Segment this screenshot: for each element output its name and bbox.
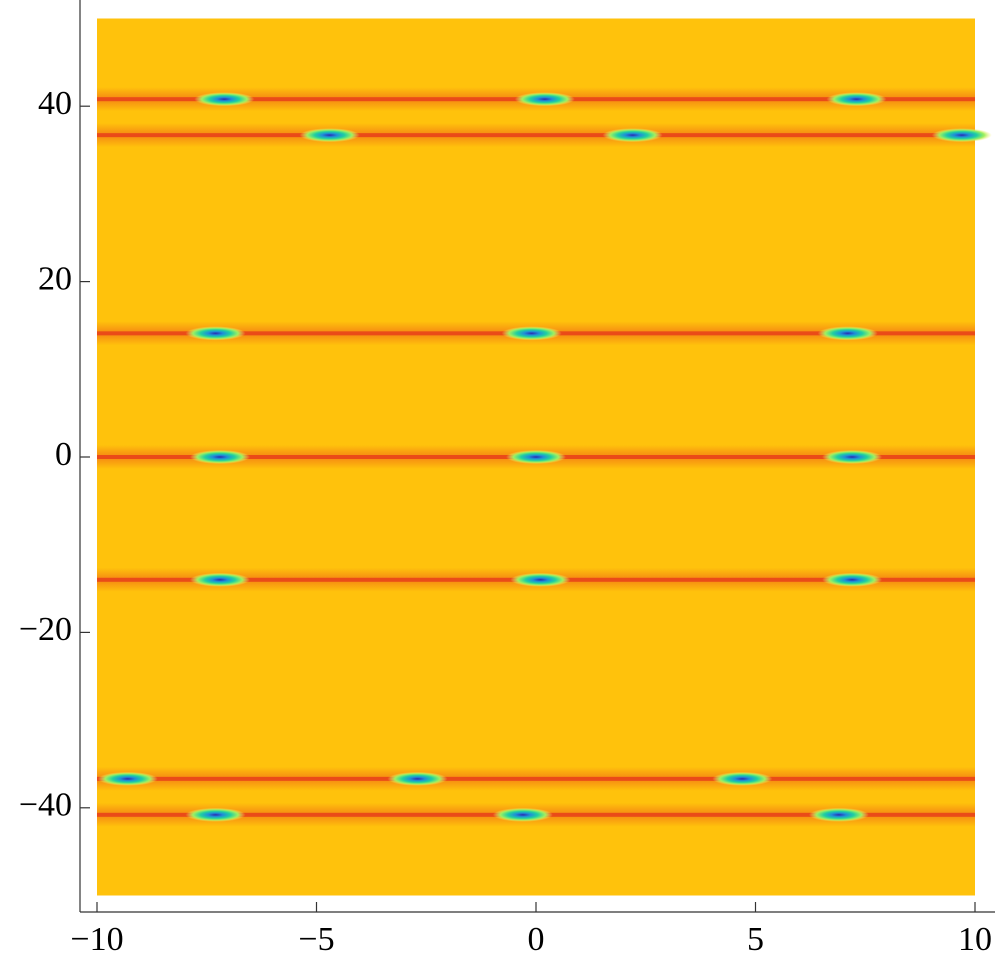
spot [97, 771, 158, 786]
y-tick-label: 40 [38, 85, 72, 122]
band [97, 776, 975, 781]
spot [817, 326, 878, 341]
x-tick-label: 0 [528, 921, 545, 958]
x-tick-label: −5 [298, 921, 334, 958]
spot [602, 128, 663, 143]
y-tick-label: −40 [19, 787, 72, 824]
spot [501, 326, 562, 341]
y-tick-label: −20 [19, 611, 72, 648]
x-tick-label: 5 [747, 921, 764, 958]
spot [510, 572, 571, 587]
spot [189, 450, 250, 464]
spot [299, 128, 360, 143]
band [97, 133, 975, 138]
x-tick-label: 10 [958, 921, 992, 958]
spot [931, 128, 992, 143]
spot [189, 572, 250, 587]
spot [185, 326, 246, 341]
spot [506, 450, 566, 464]
x-tick-label: −10 [70, 921, 123, 958]
spot [822, 450, 883, 464]
spot [826, 92, 887, 107]
spot [492, 807, 553, 822]
y-tick-label: 0 [55, 436, 72, 473]
spot [185, 807, 246, 822]
spot [194, 92, 255, 107]
y-tick-label: 20 [38, 260, 72, 297]
spot [387, 771, 448, 786]
spot [808, 807, 869, 822]
spot [712, 771, 773, 786]
spot [822, 572, 883, 587]
spot [514, 92, 575, 107]
